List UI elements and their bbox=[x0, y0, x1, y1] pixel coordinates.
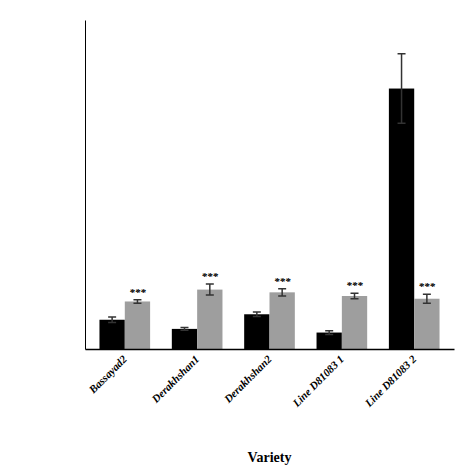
series bbox=[99, 54, 414, 349]
error-bar bbox=[206, 284, 214, 295]
bar bbox=[270, 292, 295, 349]
x-axis-title: Variety bbox=[248, 450, 292, 465]
tick-label: Line D81083 2 bbox=[362, 352, 419, 409]
bar bbox=[197, 290, 222, 349]
axis-line bbox=[85, 21, 86, 350]
bar bbox=[414, 299, 439, 349]
tick: Line D81083 2 bbox=[362, 349, 419, 410]
marks bbox=[99, 54, 439, 349]
axis-line bbox=[86, 349, 455, 351]
tick-label: Line D81083 1 bbox=[289, 353, 346, 410]
tick-label: Bassayad2 bbox=[86, 352, 130, 396]
tick-label: Derakhshan1 bbox=[149, 353, 202, 406]
error-bar bbox=[325, 331, 333, 335]
error-bar bbox=[133, 300, 141, 304]
bar bbox=[244, 314, 269, 349]
annotation: *** bbox=[129, 286, 146, 298]
plot: *** *** *** *** *** Bassayad2 Derakhshan1 Derak… bbox=[86, 21, 455, 410]
annotation: *** bbox=[419, 280, 436, 292]
error-bar bbox=[108, 317, 116, 322]
annotations: *** *** *** *** *** bbox=[129, 270, 435, 298]
bar bbox=[125, 301, 150, 349]
bar bbox=[99, 320, 124, 349]
x-axis: Bassayad2 Derakhshan1 Derakhshan2 Line D810… bbox=[86, 349, 455, 410]
tick-label: Derakhshan2 bbox=[221, 352, 274, 405]
annotation: *** bbox=[274, 275, 291, 287]
tick: Bassayad2 bbox=[86, 349, 130, 396]
chart: *** *** *** *** *** Bassayad2 Derakhshan1 Derak… bbox=[0, 0, 474, 474]
tick: Line D81083 1 bbox=[289, 349, 346, 410]
error-bar bbox=[253, 312, 261, 317]
bar bbox=[342, 296, 367, 349]
error-bar bbox=[423, 294, 431, 303]
annotation: *** bbox=[346, 279, 363, 291]
error-bar bbox=[351, 293, 359, 298]
tick: Derakhshan1 bbox=[149, 349, 202, 406]
error-bar bbox=[398, 54, 406, 123]
bar bbox=[389, 89, 414, 349]
bar bbox=[172, 329, 197, 349]
series bbox=[125, 284, 440, 349]
error-bar bbox=[180, 328, 188, 331]
tick: Derakhshan2 bbox=[221, 349, 274, 406]
error-bar bbox=[278, 289, 286, 296]
annotation: *** bbox=[202, 270, 219, 282]
y-axis bbox=[85, 21, 86, 350]
